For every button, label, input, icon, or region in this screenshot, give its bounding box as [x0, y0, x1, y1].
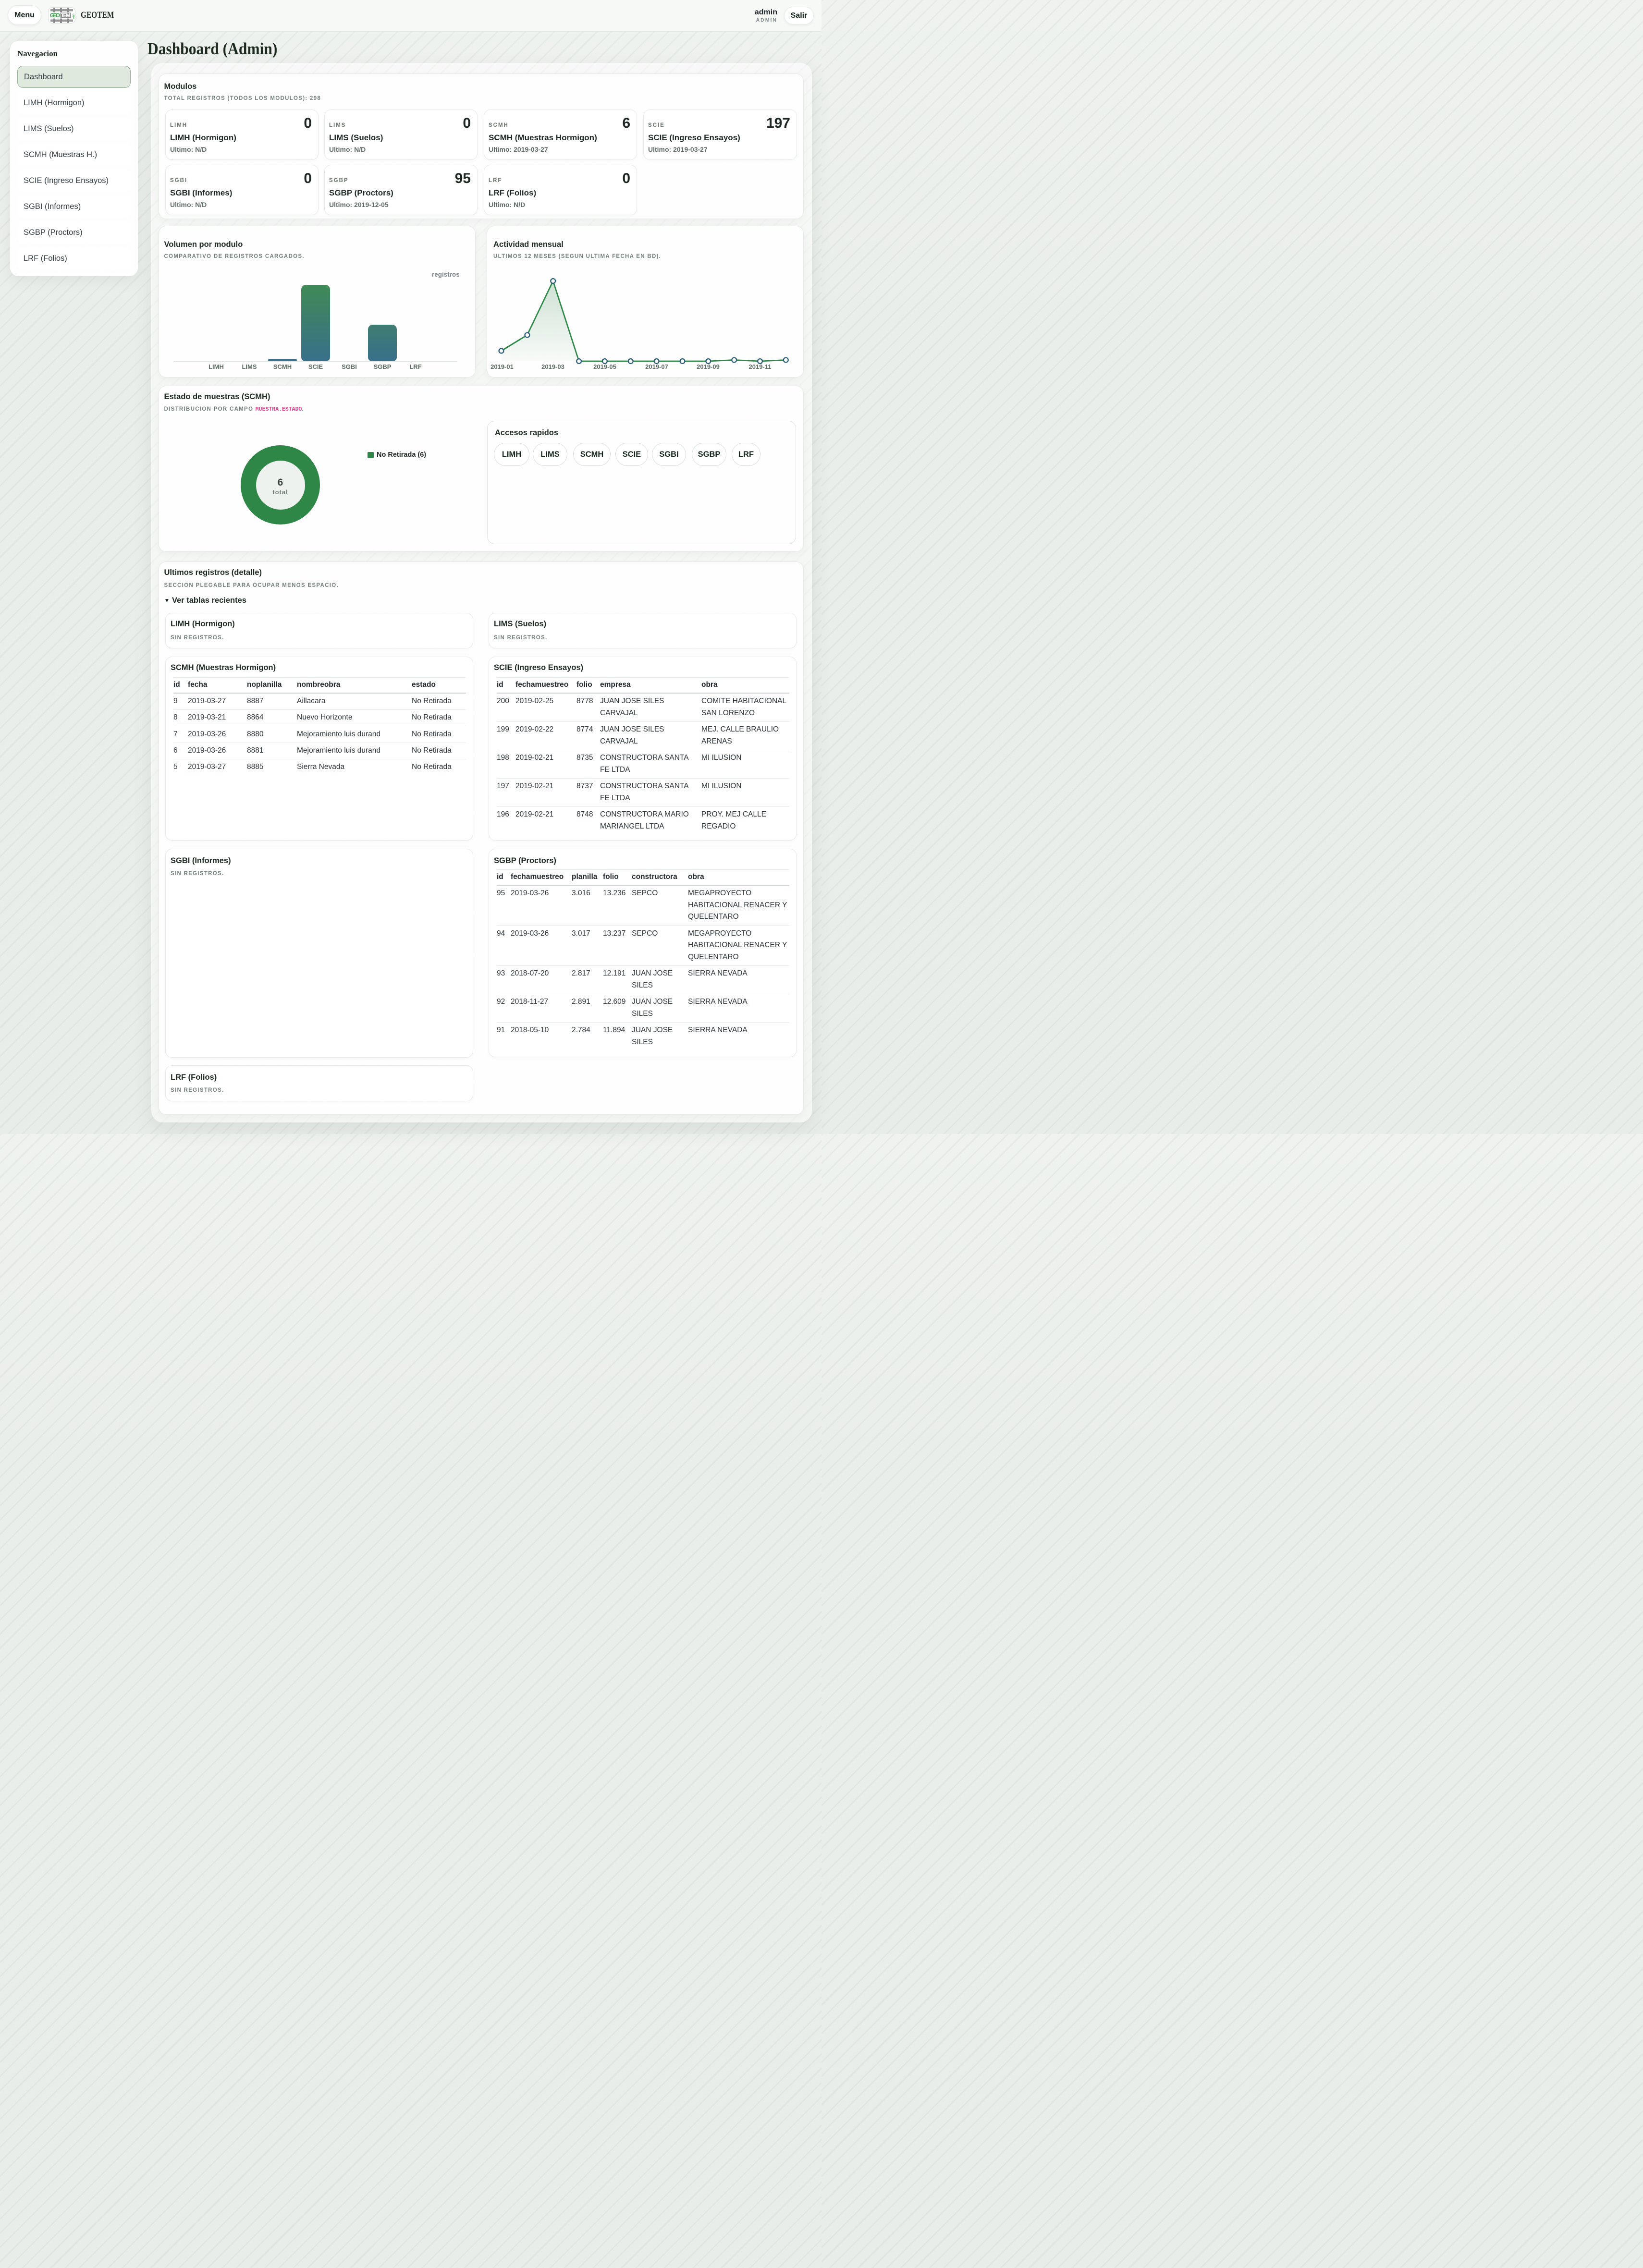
svg-text:LTDA: LTDA [73, 14, 75, 20]
svg-text:GEO: GEO [50, 13, 60, 19]
svg-text:TEM: TEM [61, 13, 71, 19]
